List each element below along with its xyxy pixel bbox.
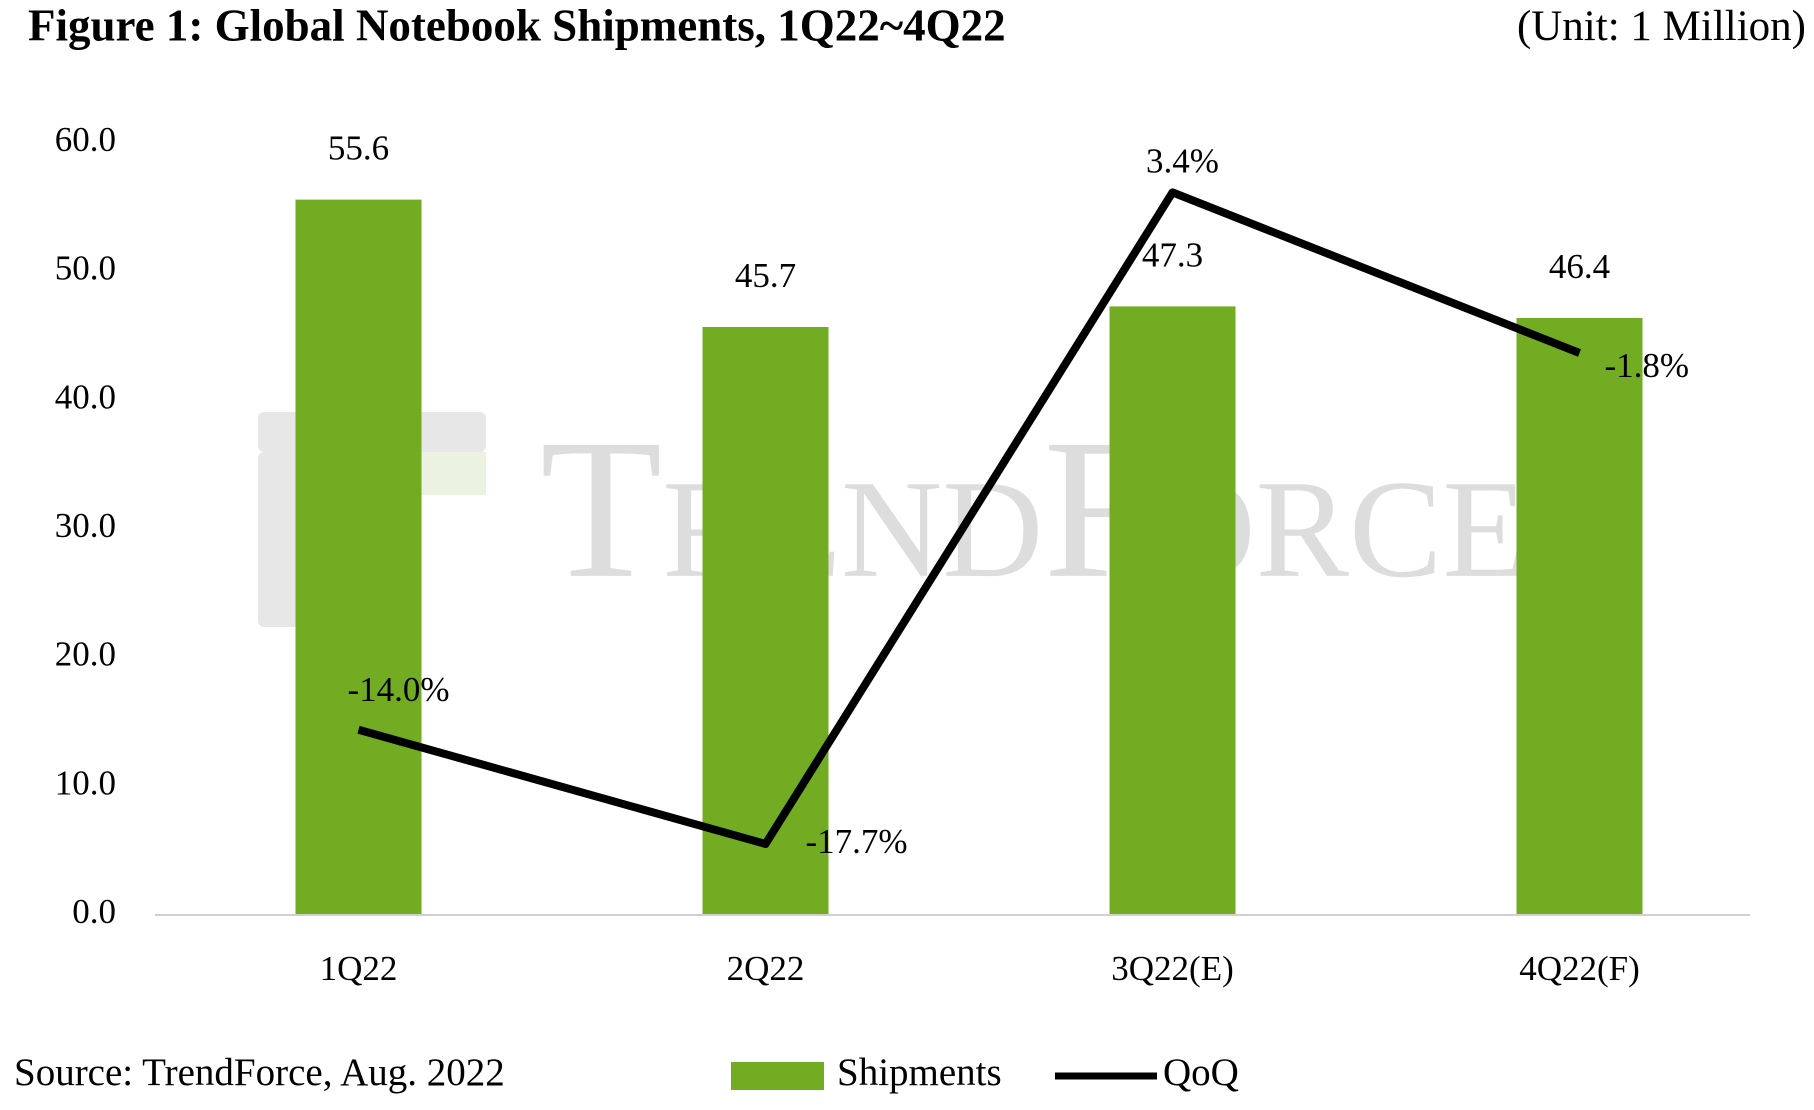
y-tick-label: 30.0 (55, 506, 116, 545)
x-tick-label: 2Q22 (727, 949, 805, 988)
bar (295, 199, 422, 915)
y-tick-label: 40.0 (55, 377, 116, 416)
bar-value-label: 47.3 (1142, 235, 1203, 274)
y-tick-label: 20.0 (55, 635, 116, 674)
bar (1109, 306, 1236, 915)
x-tick-label: 4Q22(F) (1519, 949, 1640, 988)
chart-title: Figure 1: Global Notebook Shipments, 1Q2… (28, 0, 1006, 50)
legend-label: Shipments (837, 1051, 1002, 1094)
unit-note: (Unit: 1 Million) (1517, 3, 1806, 50)
qoq-value-label: -1.8% (1605, 346, 1690, 385)
qoq-value-label: -14.0% (347, 670, 449, 709)
qoq-value-label: 3.4% (1146, 141, 1219, 180)
bar-value-label: 45.7 (735, 256, 796, 295)
qoq-line (357, 188, 1581, 848)
legend-label: QoQ (1163, 1051, 1239, 1094)
y-tick-label: 50.0 (55, 249, 116, 288)
x-tick-label: 3Q22(E) (1111, 949, 1233, 988)
y-tick-label: 10.0 (55, 763, 116, 802)
qoq-value-label: -17.7% (806, 822, 908, 861)
x-tick-label: 1Q22 (320, 949, 398, 988)
bar (702, 326, 829, 915)
legend-swatch-bar (731, 1062, 824, 1090)
y-tick-label: 0.0 (72, 892, 116, 931)
y-tick-label: 60.0 (55, 120, 116, 159)
watermark: TrendForce (540, 399, 1528, 620)
source-note: Source: TrendForce, Aug. 2022 (14, 1051, 505, 1094)
bar-value-label: 55.6 (328, 129, 389, 168)
bar (1516, 317, 1643, 915)
bar-value-label: 46.4 (1549, 247, 1610, 286)
